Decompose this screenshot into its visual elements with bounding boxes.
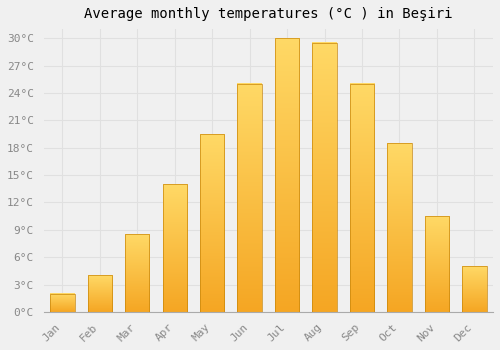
Title: Average monthly temperatures (°C ) in Beşiri: Average monthly temperatures (°C ) in Be… xyxy=(84,7,452,21)
